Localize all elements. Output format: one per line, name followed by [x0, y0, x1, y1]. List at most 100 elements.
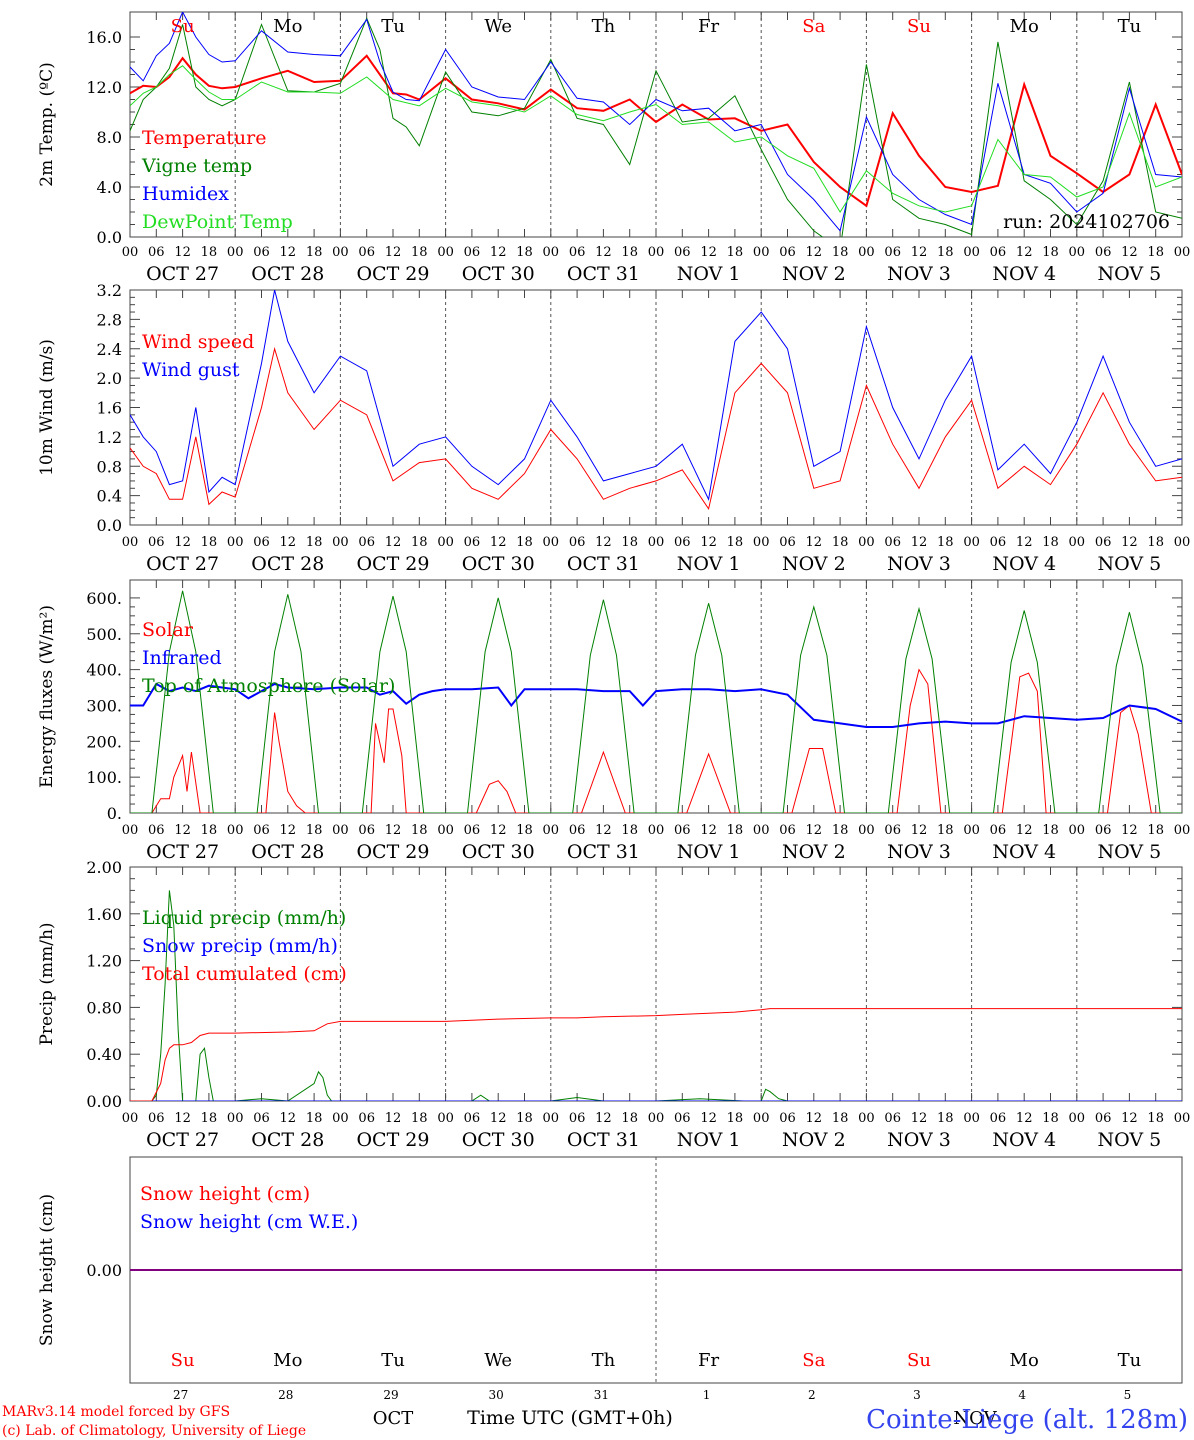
date-label: OCT 28 — [251, 1129, 324, 1151]
weekday-label: Mo — [1010, 1350, 1039, 1371]
date-label: NOV 2 — [782, 263, 846, 285]
hour-tick-label: 00 — [122, 535, 139, 550]
date-label: OCT 29 — [356, 1129, 429, 1151]
weekday-label: We — [484, 16, 512, 37]
date-label: OCT 27 — [146, 1129, 219, 1151]
hour-tick-label: 00 — [332, 535, 349, 550]
hour-tick-label: 06 — [1095, 245, 1112, 260]
y-tick-label: 1.20 — [86, 952, 122, 971]
hour-tick-label: 00 — [437, 535, 454, 550]
series-line-wind-gust — [130, 290, 1182, 501]
y-tick-label: 2.0 — [97, 369, 122, 388]
hour-tick-label: 00 — [648, 535, 665, 550]
weekday-label: Mo — [273, 16, 302, 37]
hour-tick-label: 12 — [490, 245, 507, 260]
hour-tick-label: 00 — [648, 1111, 665, 1126]
hour-tick-label: 06 — [674, 535, 691, 550]
hour-tick-label: 06 — [674, 1111, 691, 1126]
hour-tick-label: 18 — [832, 823, 849, 838]
date-label: NOV 4 — [992, 841, 1056, 863]
weekday-label: Th — [592, 1350, 616, 1371]
hour-tick-label: 06 — [674, 245, 691, 260]
hour-tick-label: 12 — [174, 823, 191, 838]
hour-tick-label: 18 — [201, 535, 218, 550]
hour-tick-label: 12 — [806, 245, 823, 260]
hour-tick-label: 12 — [280, 1111, 297, 1126]
day-number: 5 — [1124, 1388, 1132, 1402]
hour-tick-label: 12 — [1016, 245, 1033, 260]
legend-entry: Total cumulated (cm) — [142, 963, 347, 985]
panel-5 — [129, 1156, 1183, 1384]
y-tick-label: 0.0 — [97, 228, 122, 247]
hour-tick-label: 06 — [779, 1111, 796, 1126]
hour-tick-label: 06 — [464, 823, 481, 838]
y-tick-label: 600. — [86, 589, 122, 608]
panel-4 — [129, 866, 1183, 1102]
hour-tick-label: 18 — [516, 535, 533, 550]
hour-tick-label: 12 — [385, 245, 402, 260]
hour-tick-label: 12 — [1121, 535, 1138, 550]
hour-tick-label: 18 — [1042, 245, 1059, 260]
hour-tick-label: 00 — [543, 535, 560, 550]
weekday-label: Fr — [698, 1350, 719, 1371]
hour-tick-label: 00 — [963, 245, 980, 260]
hour-tick-label: 00 — [648, 245, 665, 260]
y-tick-label: 0.40 — [86, 1045, 122, 1064]
hour-tick-label: 06 — [253, 823, 270, 838]
date-label: NOV 3 — [887, 841, 951, 863]
date-label: OCT 31 — [567, 841, 640, 863]
y-tick-label: 4.0 — [97, 178, 122, 197]
hour-tick-label: 12 — [1016, 823, 1033, 838]
y-axis-label: Precip (mm/h) — [37, 922, 57, 1045]
y-tick-label: 100. — [86, 768, 122, 787]
date-label: NOV 4 — [992, 1129, 1056, 1151]
weekday-label: Th — [592, 16, 616, 37]
weekday-label: Su — [907, 1350, 931, 1371]
date-label: OCT 28 — [251, 841, 324, 863]
y-tick-label: 400. — [86, 661, 122, 680]
hour-tick-label: 06 — [569, 823, 586, 838]
date-label: NOV 2 — [782, 1129, 846, 1151]
date-label: NOV 1 — [677, 553, 741, 575]
hour-tick-label: 12 — [174, 535, 191, 550]
date-label: NOV 4 — [992, 553, 1056, 575]
date-label: NOV 1 — [677, 841, 741, 863]
hour-tick-label: 00 — [1069, 1111, 1086, 1126]
hour-tick-label: 00 — [753, 1111, 770, 1126]
date-label: NOV 5 — [1098, 1129, 1162, 1151]
date-label: NOV 1 — [677, 263, 741, 285]
date-label: OCT 27 — [146, 553, 219, 575]
hour-tick-label: 12 — [700, 245, 717, 260]
hour-tick-label: 00 — [753, 245, 770, 260]
date-label: NOV 2 — [782, 841, 846, 863]
hour-tick-label: 12 — [595, 1111, 612, 1126]
y-tick-label: 500. — [86, 625, 122, 644]
legend-entry: Infrared — [142, 647, 222, 669]
hour-tick-label: 12 — [1121, 1111, 1138, 1126]
weekday-label: Su — [171, 16, 195, 37]
y-tick-label: 2.4 — [97, 340, 122, 359]
y-tick-label: 1.2 — [97, 428, 122, 447]
hour-tick-label: 00 — [858, 535, 875, 550]
hour-tick-label: 18 — [727, 1111, 744, 1126]
hour-tick-label: 18 — [411, 1111, 428, 1126]
hour-tick-label: 00 — [122, 245, 139, 260]
hour-tick-label: 18 — [727, 823, 744, 838]
y-tick-label: 16.0 — [86, 28, 122, 47]
hour-tick-label: 06 — [569, 245, 586, 260]
hour-tick-label: 00 — [963, 823, 980, 838]
hour-tick-label: 06 — [253, 1111, 270, 1126]
date-label: NOV 3 — [887, 1129, 951, 1151]
date-label: OCT 31 — [567, 1129, 640, 1151]
hour-tick-label: 00 — [1069, 245, 1086, 260]
hour-tick-label: 06 — [464, 1111, 481, 1126]
legend-entry: Humidex — [142, 183, 229, 205]
hour-tick-label: 06 — [148, 245, 165, 260]
weekday-label: Tu — [1118, 1350, 1142, 1371]
hour-tick-label: 06 — [148, 535, 165, 550]
series-line-humidex — [130, 12, 1182, 232]
hour-tick-label: 18 — [621, 823, 638, 838]
hour-tick-label: 18 — [1147, 535, 1164, 550]
hour-tick-label: 06 — [1095, 535, 1112, 550]
date-label: OCT 29 — [356, 553, 429, 575]
